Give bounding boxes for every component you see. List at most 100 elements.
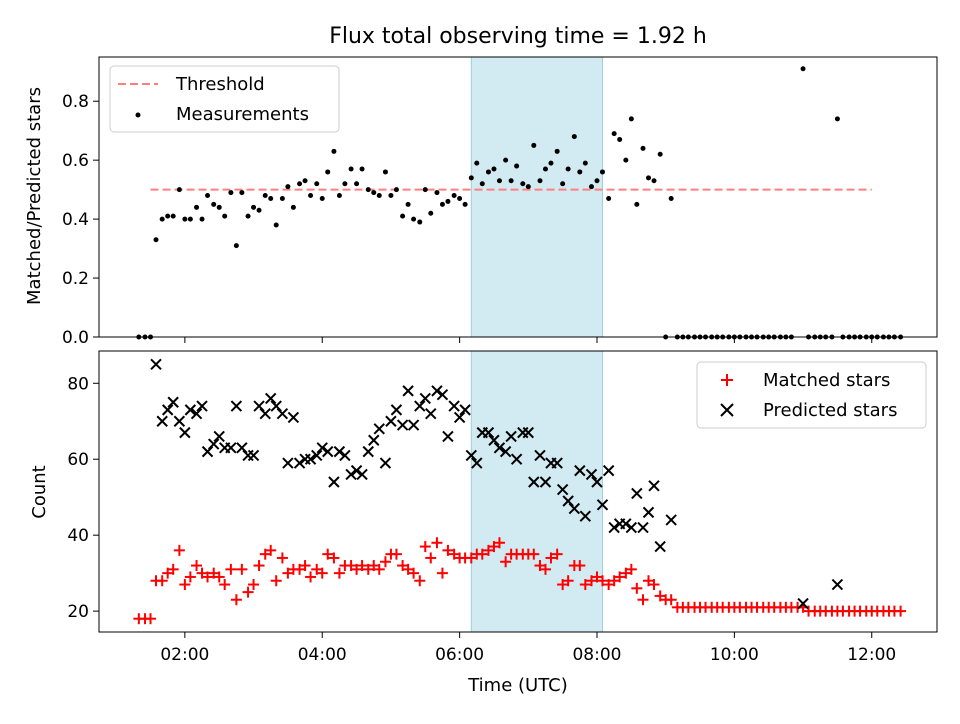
bottom-y-axis-label: Count: [29, 465, 50, 518]
y-tick-label: 80: [67, 374, 89, 394]
predicted-star-point: [591, 476, 603, 488]
measurement-point: [371, 190, 377, 196]
measurement-point: [268, 195, 274, 201]
predicted-star-point: [282, 457, 294, 469]
predicted-star-point: [585, 468, 598, 481]
measurement-point: [411, 216, 417, 222]
predicted-star-point: [442, 430, 454, 443]
measurement-point: [537, 178, 543, 184]
predicted-star-point: [225, 442, 237, 454]
matched-star-point: [265, 544, 277, 556]
y-tick-label: 0.2: [62, 269, 89, 289]
predicted-star-point: [596, 499, 609, 511]
measurement-point: [285, 184, 291, 190]
matched-star-point: [408, 567, 420, 579]
measurement-point: [445, 198, 451, 204]
measurement-point: [393, 187, 399, 193]
predicted-star-point: [316, 442, 328, 454]
predicted-star-point: [499, 445, 512, 458]
predicted-star-point: [150, 358, 162, 370]
y-tick-label: 0.8: [62, 92, 89, 112]
predicted-star-point: [574, 464, 586, 477]
predicted-star-point: [247, 449, 260, 462]
x-tick-label: 12:00: [847, 645, 896, 665]
measurement-point: [634, 201, 640, 207]
predicted-star-point: [333, 445, 346, 458]
y-tick-label: 60: [67, 450, 89, 470]
shaded-span: [470, 56, 603, 338]
matched-star-point: [579, 579, 591, 591]
top-y-axis-label: Matched/Predicted stars: [24, 87, 45, 305]
predicted-star-point: [293, 457, 306, 469]
measurement-point: [554, 148, 560, 154]
predicted-star-point: [505, 430, 517, 443]
predicted-star-point: [648, 480, 660, 492]
matched-star-point: [236, 563, 248, 575]
predicted-star-point: [568, 502, 581, 515]
matched-star-point: [225, 563, 237, 575]
predicted-star-point: [167, 396, 179, 408]
measurement-point: [834, 116, 840, 122]
matched-star-point: [173, 544, 185, 556]
matched-star-point: [145, 613, 157, 625]
predicted-star-point: [396, 419, 409, 431]
measurement-point: [302, 178, 308, 184]
measurement-point: [182, 216, 188, 222]
legend-predicted-label: Predicted stars: [763, 400, 897, 421]
matched-star-point: [184, 571, 196, 583]
predicted-star-point: [345, 468, 357, 481]
predicted-star-point: [156, 415, 168, 427]
matched-star-point: [414, 575, 426, 587]
measurement-point: [531, 142, 537, 148]
predicted-star-point: [556, 483, 569, 496]
measurement-point: [542, 166, 548, 172]
measurement-point: [451, 193, 457, 199]
predicted-star-point: [276, 407, 289, 420]
measurement-point: [297, 181, 303, 187]
figure-title: Flux total observing time = 1.92 h: [329, 24, 707, 49]
measurement-point: [233, 243, 239, 249]
measurement-point: [222, 213, 228, 219]
predicted-star-point: [362, 445, 374, 458]
measurement-point: [496, 178, 502, 184]
predicted-star-point: [356, 468, 368, 481]
matched-star-point: [202, 571, 214, 583]
x-tick-label: 04:00: [298, 645, 347, 665]
measurement-point: [199, 216, 205, 222]
measurement-point: [319, 195, 325, 201]
matched-star-point: [562, 575, 574, 587]
measurement-point: [491, 166, 497, 172]
predicted-star-point: [637, 521, 649, 534]
matched-star-point: [637, 594, 649, 606]
predicted-star-point: [831, 578, 844, 591]
predicted-star-point: [322, 445, 334, 458]
matched-star-point: [551, 548, 563, 560]
measurement-point: [457, 195, 463, 201]
predicted-star-point: [510, 453, 523, 465]
measurement-point: [262, 193, 268, 199]
matched-star-point: [179, 579, 191, 591]
predicted-star-point: [625, 521, 638, 534]
measurement-point: [577, 169, 583, 175]
measurement-point: [503, 157, 509, 163]
matched-star-point: [213, 571, 225, 583]
predicted-star-point: [431, 385, 443, 397]
measurement-point: [382, 169, 388, 175]
matched-star-point: [493, 537, 505, 549]
measurement-point: [571, 134, 577, 140]
y-tick-label: 20: [67, 602, 89, 622]
measurement-point: [434, 190, 440, 196]
matched-star-point: [665, 594, 677, 606]
measurement-point: [474, 160, 480, 166]
predicted-star-point: [161, 404, 174, 416]
measurement-point: [611, 131, 617, 137]
matched-star-point: [270, 575, 282, 587]
matched-star-point: [167, 563, 179, 575]
matched-star-point: [305, 571, 317, 583]
predicted-star-point: [528, 476, 540, 488]
matched-star-point: [425, 552, 437, 564]
measurement-point: [646, 175, 652, 181]
predicted-star-point: [797, 597, 809, 610]
measurement-point: [428, 210, 434, 216]
legend-measurements-swatch: [135, 112, 141, 118]
